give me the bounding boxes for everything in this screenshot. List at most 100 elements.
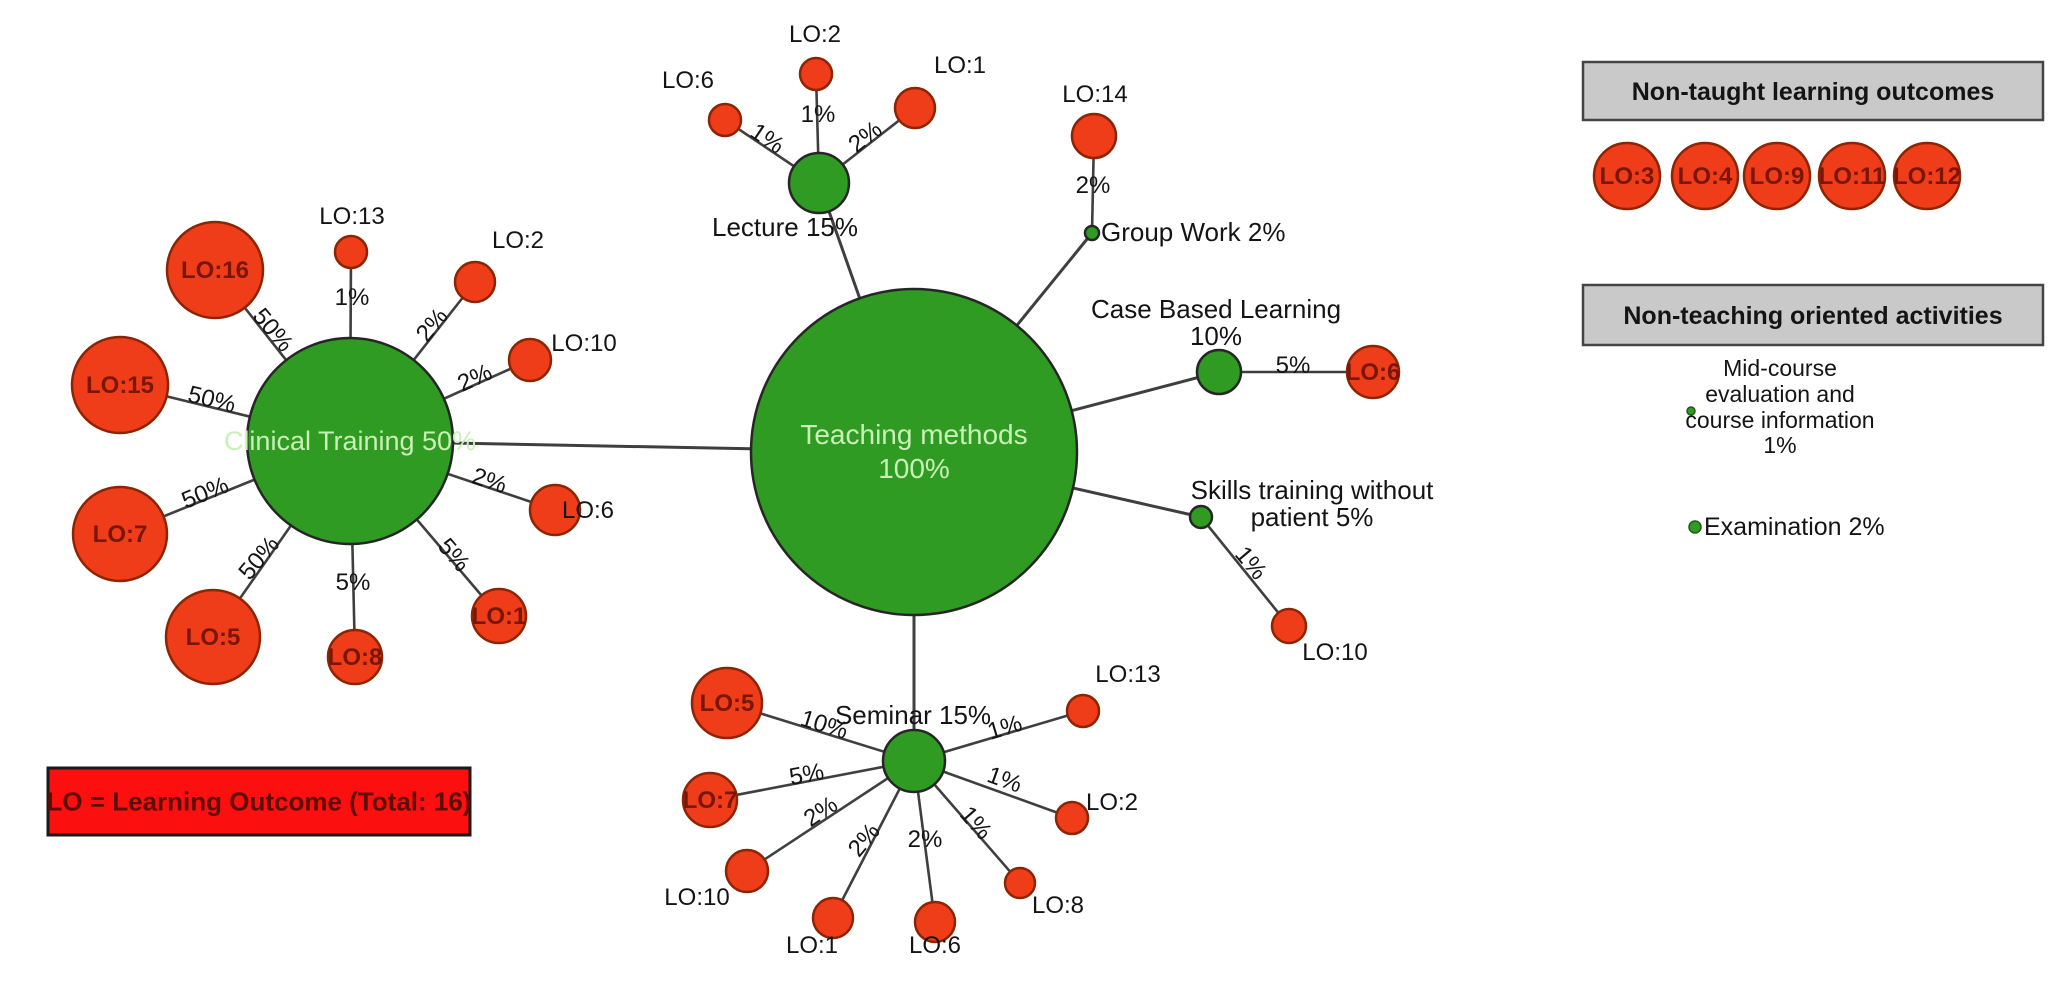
pct-label-seminar-lo-1: 2%: [843, 818, 886, 862]
node-clinical-training-lo-1: [470, 587, 528, 645]
pct-label-skills-training-without-patient-lo-10: 1%: [1229, 541, 1272, 585]
pct-label-clinical-training-lo-8: 5%: [336, 569, 371, 596]
node-seminar-lo-7: [681, 771, 739, 829]
pct-label-clinical-training-lo-5: 50%: [233, 531, 285, 585]
label-group-work-lo-14: LO:14: [1062, 81, 1127, 108]
node-seminar-lo-8: [1003, 866, 1037, 900]
node-lecture-lo-1: [893, 86, 937, 130]
node-clinical-training-lo-6: [528, 483, 582, 537]
pct-label-seminar-lo-8: 1%: [954, 801, 997, 845]
node-seminar-lo-5: [690, 666, 764, 740]
node-lecture-lo-2: [798, 56, 834, 92]
node-non-taught-lo-11: [1817, 141, 1887, 211]
label-lecture-lo-1: LO:1: [934, 52, 986, 79]
node-clinical-training-lo-15: [70, 335, 170, 435]
node-non-taught-lo-4: [1670, 141, 1740, 211]
label-clinical-training-lo-13: LO:13: [319, 203, 384, 230]
label-non-taught-lo-3: LO:3: [1600, 163, 1655, 190]
label-teaching-methods-line1: 100%: [878, 453, 950, 484]
label-seminar-lo-6: LO:6: [909, 932, 961, 959]
node-seminar-lo-13: [1065, 693, 1101, 729]
pct-label-clinical-training-lo-2: 2%: [411, 303, 454, 347]
node-seminar-lo-1: [811, 896, 855, 940]
node-seminar: [881, 728, 947, 794]
pct-label-lecture-lo-2: 1%: [801, 101, 836, 128]
node-examination-dot: [1688, 520, 1702, 534]
pct-label-clinical-training-lo-1: 5%: [432, 533, 475, 577]
label-non-taught-lo-9: LO:9: [1750, 163, 1805, 190]
label-clinical-training-lo-7: LO:7: [93, 521, 148, 548]
label-seminar-lo-2: LO:2: [1086, 789, 1138, 816]
label-lecture-lo-2: LO:2: [789, 21, 841, 48]
node-mid-course-dot: [1686, 406, 1696, 416]
node-clinical-training-lo-8: [326, 628, 384, 686]
node-group-work-lo-14: [1070, 112, 1118, 160]
node-group-work: [1083, 224, 1101, 242]
label-skills-training-without-patient-line0: Skills training without: [1191, 475, 1435, 505]
label-seminar-lo-7: LO:7: [683, 787, 738, 814]
node-seminar-lo-6: [913, 900, 957, 944]
label-clinical-training-lo-15: LO:15: [86, 372, 154, 399]
label-clinical-training-lo-6: LO:6: [562, 497, 614, 524]
label-clinical-training-lo-16: LO:16: [181, 257, 249, 284]
node-clinical-training-lo-7: [71, 485, 169, 583]
pct-label-seminar-lo-10: 2%: [799, 791, 843, 833]
label-lecture-line0: Lecture 15%: [712, 212, 858, 242]
label-mid-course-line1: evaluation and: [1705, 381, 1855, 407]
pct-label-clinical-training-lo-7: 50%: [178, 472, 233, 515]
label-non-taught-lo-11: LO:11: [1819, 163, 1886, 190]
label-non-taught-lo-12: LO:12: [1893, 163, 1961, 190]
node-lecture: [787, 151, 851, 215]
label-case-based-learning-line0: Case Based Learning: [1091, 294, 1341, 324]
pct-label-clinical-training-lo-15: 50%: [185, 381, 238, 419]
label-clinical-training-lo-8: LO:8: [328, 644, 383, 671]
node-seminar-lo-2: [1054, 800, 1090, 836]
pct-label-lecture-lo-6: 1%: [745, 118, 789, 160]
label-seminar-line0: Seminar 15%: [835, 700, 991, 730]
node-non-taught-lo-12: [1892, 141, 1962, 211]
pct-label-clinical-training-lo-13: 1%: [335, 284, 370, 311]
edge-skills-training-without-patient-lo-10: [1199, 516, 1291, 627]
label-clinical-training-line0: Clinical Training 50%: [224, 426, 476, 456]
label-clinical-training-lo-10: LO:10: [551, 330, 616, 357]
label-seminar-lo-10: LO:10: [664, 884, 729, 911]
label-examination: Examination 2%: [1704, 513, 1885, 541]
pct-label-clinical-training-lo-16: 50%: [247, 303, 299, 357]
label-seminar-lo-5: LO:5: [700, 690, 755, 717]
legend-box: [46, 766, 472, 837]
edge-seminar-lo-7: [709, 759, 915, 802]
node-clinical-training-lo-16: [165, 220, 265, 320]
pct-label-seminar-lo-7: 5%: [787, 758, 826, 791]
label-mid-course-line2: course information: [1685, 407, 1874, 433]
node-skills-training-without-patient-lo-10: [1270, 607, 1308, 645]
panel-header-non-taught: [1581, 60, 2045, 122]
pct-label-case-based-learning-lo-6: 5%: [1276, 352, 1311, 379]
node-clinical-training-lo-5: [164, 588, 262, 686]
node-lecture-lo-6: [707, 102, 743, 138]
label-seminar-lo-8: LO:8: [1032, 892, 1084, 919]
node-case-based-learning-lo-6: [1345, 344, 1401, 400]
node-clinical-training: [245, 336, 455, 546]
label-seminar-lo-1: LO:1: [786, 932, 838, 959]
panel-header-activities: [1581, 283, 2045, 347]
label-skills-training-without-patient-lo-10: LO:10: [1302, 639, 1367, 666]
panel-title-activities: Non-teaching oriented activities: [1623, 302, 2002, 330]
label-clinical-training-lo-2: LO:2: [492, 227, 544, 254]
label-mid-course-line0: Mid-course: [1723, 355, 1837, 381]
legend-label: LO = Learning Outcome (Total: 16): [47, 787, 472, 817]
label-skills-training-without-patient-line1: patient 5%: [1251, 502, 1374, 532]
label-case-based-learning-lo-6: LO:6: [1346, 359, 1401, 386]
label-lecture-lo-6: LO:6: [662, 67, 714, 94]
node-case-based-learning: [1195, 348, 1243, 396]
label-clinical-training-lo-1: LO:1: [472, 603, 527, 630]
panel-title-non-taught: Non-taught learning outcomes: [1632, 78, 1995, 106]
label-group-work-line0: Group Work 2%: [1101, 217, 1285, 247]
label-teaching-methods-line0: Teaching methods: [800, 419, 1027, 450]
node-non-taught-lo-3: [1592, 141, 1662, 211]
pct-label-seminar-lo-2: 1%: [984, 761, 1026, 798]
edge-seminar-lo-10: [746, 759, 915, 873]
pct-label-group-work-lo-14: 2%: [1076, 172, 1111, 199]
node-skills-training-without-patient: [1188, 504, 1214, 530]
